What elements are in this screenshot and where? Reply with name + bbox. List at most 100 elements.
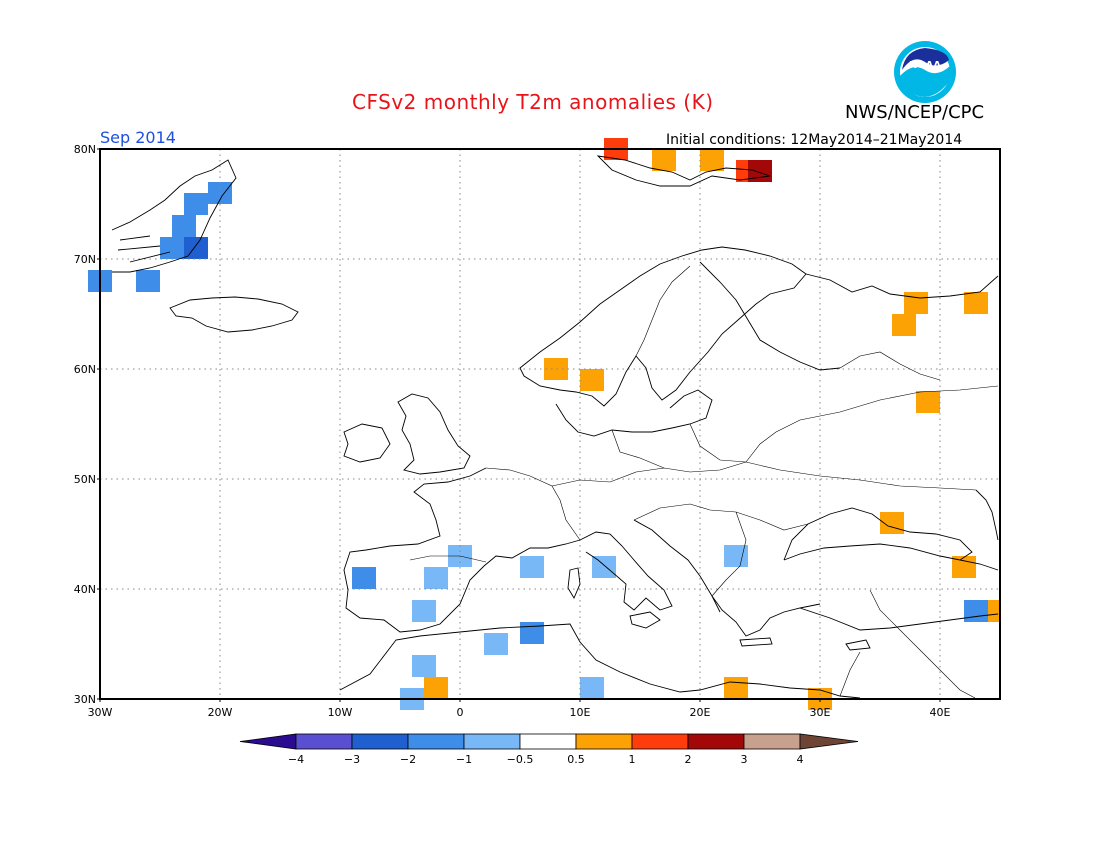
lat-label: 60N xyxy=(74,363,96,376)
colorbar-tick-label: −1 xyxy=(456,753,472,766)
colorbar-tick-label: 0.5 xyxy=(567,753,585,766)
lat-label: 50N xyxy=(74,473,96,486)
colorbar-segment xyxy=(631,733,689,750)
anomaly-cell xyxy=(880,512,904,534)
noaa-logo: NOAA xyxy=(894,41,956,103)
anomaly-cell xyxy=(916,391,940,413)
lon-label: 20E xyxy=(690,706,711,719)
lon-label: 30W xyxy=(88,706,113,719)
anomaly-cell xyxy=(484,633,508,655)
anomaly-cell xyxy=(964,292,988,314)
colorbar-tick-label: 2 xyxy=(685,753,692,766)
anomaly-cell xyxy=(544,358,568,380)
colorbar-tick-label: 3 xyxy=(741,753,748,766)
colorbar-tick-label: 4 xyxy=(797,753,804,766)
lon-label: 40E xyxy=(930,706,951,719)
anomaly-cell xyxy=(724,677,748,699)
anomaly-cell xyxy=(748,160,772,182)
russia-coast xyxy=(805,273,999,299)
sardinia-coast xyxy=(567,567,581,599)
anomaly-cell xyxy=(184,193,208,215)
lat-label: 80N xyxy=(74,143,96,156)
anomaly-cell xyxy=(412,655,436,677)
north-africa-coast xyxy=(339,623,861,699)
map-frame xyxy=(99,148,1001,700)
colorbar-segment xyxy=(575,733,633,750)
anomaly-cell xyxy=(580,369,604,391)
lat-label: 40N xyxy=(74,583,96,596)
anomaly-cell xyxy=(520,622,544,644)
colorbar-segment xyxy=(463,733,521,750)
initial-conditions: Initial conditions: 12May2014–21May2014 xyxy=(666,132,963,148)
crete-coast xyxy=(739,637,773,647)
anomaly-cell xyxy=(448,545,472,567)
anomaly-cell xyxy=(964,600,988,622)
anomaly-cell xyxy=(580,677,604,699)
svalbard-coast xyxy=(596,155,771,187)
anomaly-cell xyxy=(976,600,1000,622)
colorbar-tick-label: −0.5 xyxy=(507,753,534,766)
noaa-logo-text: NOAA xyxy=(909,60,941,71)
anomaly-cell xyxy=(808,688,832,710)
anomaly-cell xyxy=(400,688,424,710)
colorbar-segment xyxy=(743,733,801,750)
anomaly-cell xyxy=(700,149,724,171)
anomaly-cell xyxy=(604,138,628,160)
lon-label: 10E xyxy=(570,706,591,719)
lon-label: 30E xyxy=(810,706,831,719)
anomaly-cell xyxy=(520,556,544,578)
anomaly-cell xyxy=(208,182,232,204)
forecast-month: Sep 2014 xyxy=(100,128,176,147)
axis-labels: 30N 40N 50N 60N 70N 80N 30W 20W 10W 0 10E 20E 30E 40E xyxy=(74,143,951,719)
anomaly-cell xyxy=(412,600,436,622)
colorbar-tick-label: 1 xyxy=(629,753,636,766)
anomaly-cell xyxy=(724,545,748,567)
europe-west-coast xyxy=(343,467,581,633)
lat-label: 70N xyxy=(74,253,96,266)
colorbar-segment xyxy=(351,733,409,750)
anomaly-cell xyxy=(592,556,616,578)
cyprus-coast xyxy=(845,639,871,651)
colorbar-segment xyxy=(519,733,577,750)
turkey-coast xyxy=(783,543,999,571)
black-sea-coast xyxy=(783,507,973,561)
anomaly-cell xyxy=(952,556,976,578)
colorbar-max-arrow xyxy=(799,733,859,750)
anomaly-cell xyxy=(172,215,196,237)
anomaly-cell xyxy=(88,270,112,292)
anomaly-cell xyxy=(136,270,160,292)
greece-coast xyxy=(711,595,821,637)
anomaly-cell xyxy=(904,292,928,314)
greenland-coast xyxy=(111,159,237,273)
anomaly-cell xyxy=(424,677,448,699)
anomaly-cell xyxy=(352,567,376,589)
ireland-coast xyxy=(343,423,391,463)
britain-coast xyxy=(397,393,471,475)
anomaly-cell xyxy=(736,160,760,182)
agency-label: NWS/NCEP/CPC xyxy=(845,102,985,123)
coastlines xyxy=(111,155,999,699)
lon-label: 0 xyxy=(457,706,464,719)
lat-label: 30N xyxy=(74,693,96,706)
map-gridlines xyxy=(100,149,1000,699)
anomaly-cell xyxy=(184,237,208,259)
lon-label: 20W xyxy=(208,706,233,719)
denmark-coast xyxy=(555,389,713,437)
colorbar-min-arrow xyxy=(239,733,297,750)
scandinavia-coast xyxy=(519,246,807,407)
anomaly-cells xyxy=(88,138,1000,710)
colorbar-segment xyxy=(295,733,353,750)
lon-label: 10W xyxy=(328,706,353,719)
anomaly-cell xyxy=(160,237,184,259)
italy-coast xyxy=(579,531,673,611)
map-title: CFSv2 monthly T2m anomalies (K) xyxy=(352,90,714,114)
anomaly-cell xyxy=(892,314,916,336)
colorbar-segment xyxy=(407,733,465,750)
colorbar-segment xyxy=(687,733,745,750)
anomaly-cell xyxy=(652,149,676,171)
colorbar-tick-label: −4 xyxy=(288,753,304,766)
sicily-coast xyxy=(629,611,661,629)
colorbar-tick-label: −2 xyxy=(400,753,416,766)
anomaly-cell xyxy=(424,567,448,589)
iceland-coast xyxy=(169,296,299,333)
